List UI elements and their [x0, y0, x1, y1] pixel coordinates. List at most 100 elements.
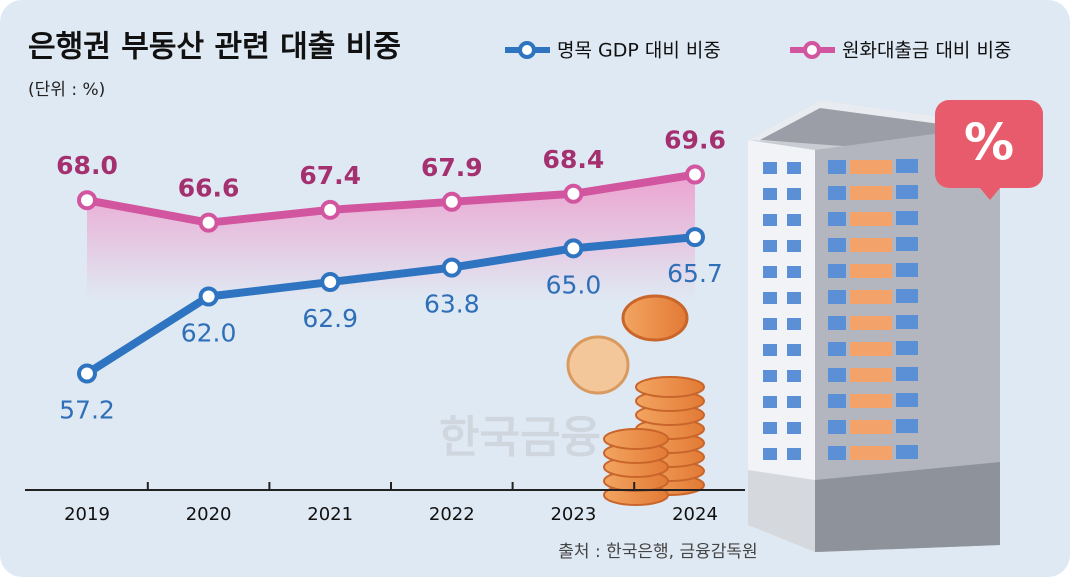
window [896, 393, 918, 407]
data-label: 62.9 [302, 304, 358, 333]
point [563, 238, 584, 259]
legend-label: 명목 GDP 대비 비중 [557, 40, 721, 62]
line [84, 233, 696, 377]
window [896, 419, 918, 433]
window [787, 214, 801, 226]
window [787, 344, 801, 356]
window [787, 162, 801, 174]
point [685, 227, 705, 248]
window [896, 289, 918, 303]
window [896, 211, 918, 225]
window [896, 185, 918, 199]
x-tick-label: 2024 [672, 504, 718, 525]
window [850, 446, 892, 460]
x-tick-label: 2020 [186, 504, 232, 525]
point [563, 183, 584, 204]
window [828, 238, 846, 252]
window [763, 370, 777, 382]
window [828, 290, 846, 304]
data-label: 65.0 [546, 270, 602, 299]
svg-text:%: % [964, 114, 1014, 172]
data-label: 68.0 [56, 151, 118, 180]
data-label: 63.8 [424, 290, 480, 319]
window [896, 237, 918, 251]
point [320, 199, 341, 220]
window [850, 238, 892, 252]
window [828, 316, 846, 330]
window [850, 394, 892, 408]
window [850, 342, 892, 356]
window [763, 240, 777, 252]
x-tick-label: 2023 [550, 504, 596, 525]
window [896, 367, 918, 381]
window [850, 186, 892, 200]
window [828, 186, 846, 200]
window [850, 316, 892, 330]
data-label: 62.0 [181, 319, 237, 348]
window [828, 342, 846, 356]
window [850, 290, 892, 304]
window [763, 448, 777, 460]
data-label: 65.7 [667, 259, 723, 288]
window [896, 159, 918, 173]
x-tick-label: 2021 [307, 504, 353, 525]
window [896, 263, 918, 277]
window [828, 446, 846, 460]
point [198, 286, 219, 307]
window [787, 396, 801, 408]
window [850, 160, 892, 174]
window [828, 394, 846, 408]
point [198, 212, 219, 233]
window [763, 188, 777, 200]
window [787, 292, 801, 304]
legend-label: 원화대출금 대비 비중 [842, 40, 1011, 62]
line [86, 170, 696, 227]
window [896, 445, 918, 459]
window [763, 266, 777, 278]
window [850, 420, 892, 434]
data-label: 68.4 [543, 145, 605, 174]
building-illustration: % [748, 100, 1043, 552]
data-label: 69.6 [664, 126, 726, 155]
window [896, 341, 918, 355]
point [77, 190, 97, 211]
window [850, 368, 892, 382]
window [763, 318, 777, 330]
window [850, 264, 892, 278]
window [763, 396, 777, 408]
chart-subtitle: (단위 : %) [28, 80, 105, 100]
x-tick-label: 2019 [64, 504, 110, 525]
window [828, 420, 846, 434]
window [787, 422, 801, 434]
window [787, 318, 801, 330]
window [828, 368, 846, 382]
x-tick-label: 2022 [429, 504, 475, 525]
window [828, 212, 846, 226]
window [763, 344, 777, 356]
data-label: 67.4 [299, 161, 361, 190]
area [87, 174, 695, 300]
window [787, 448, 801, 460]
window [787, 370, 801, 382]
data-label: 57.2 [59, 396, 115, 425]
window [828, 264, 846, 278]
source: 출처 : 한국은행, 금융감독원 [558, 542, 757, 562]
window [896, 315, 918, 329]
window [763, 292, 777, 304]
point [441, 191, 462, 212]
chart-title: 은행권 부동산 관련 대출 비중 [28, 30, 401, 65]
legend-marker [803, 41, 821, 59]
data-label: 66.6 [178, 174, 240, 203]
coin [603, 428, 669, 450]
point [77, 363, 97, 384]
window [787, 188, 801, 200]
window [763, 422, 777, 434]
point [441, 257, 462, 278]
coin [635, 376, 705, 398]
data-label: 67.9 [421, 153, 483, 182]
window [763, 214, 777, 226]
legend-marker [518, 41, 536, 59]
window [763, 162, 777, 174]
point [685, 164, 705, 185]
